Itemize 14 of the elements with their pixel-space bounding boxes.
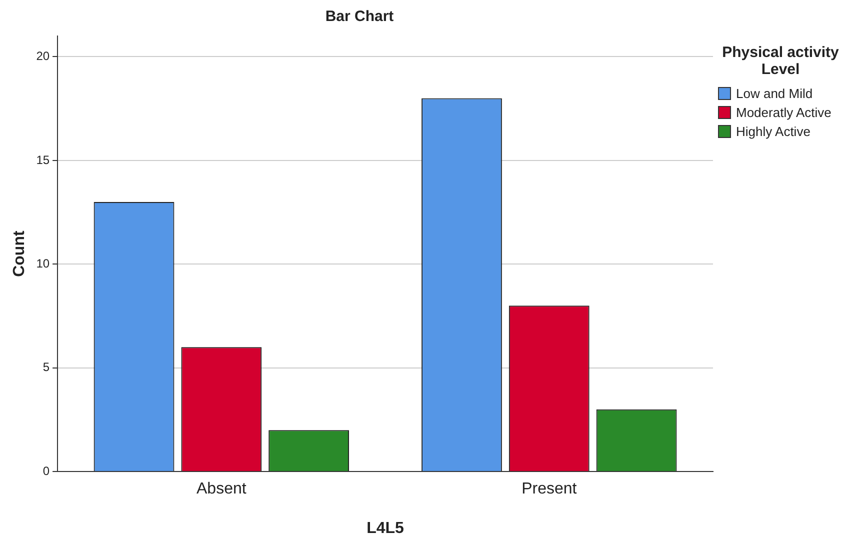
y-axis-title: Count [11,230,28,277]
legend-title: Physical activity Level [721,44,840,78]
chart-title: Bar Chart [325,8,394,26]
x-tick-label: Present [522,480,578,498]
x-tick-label: Absent [196,480,247,498]
y-tick-label: 5 [42,360,50,374]
y-tick-label: 15 [36,152,50,167]
legend-label: Low and Mild [736,86,813,101]
legend-label: Moderatly Active [736,105,832,120]
y-tick-label: 0 [42,464,50,478]
x-axis-title: L4L5 [366,520,404,537]
y-tick-label: 20 [36,49,50,64]
y-tick-label: 10 [36,256,50,270]
legend-label: Highly Active [736,124,810,139]
